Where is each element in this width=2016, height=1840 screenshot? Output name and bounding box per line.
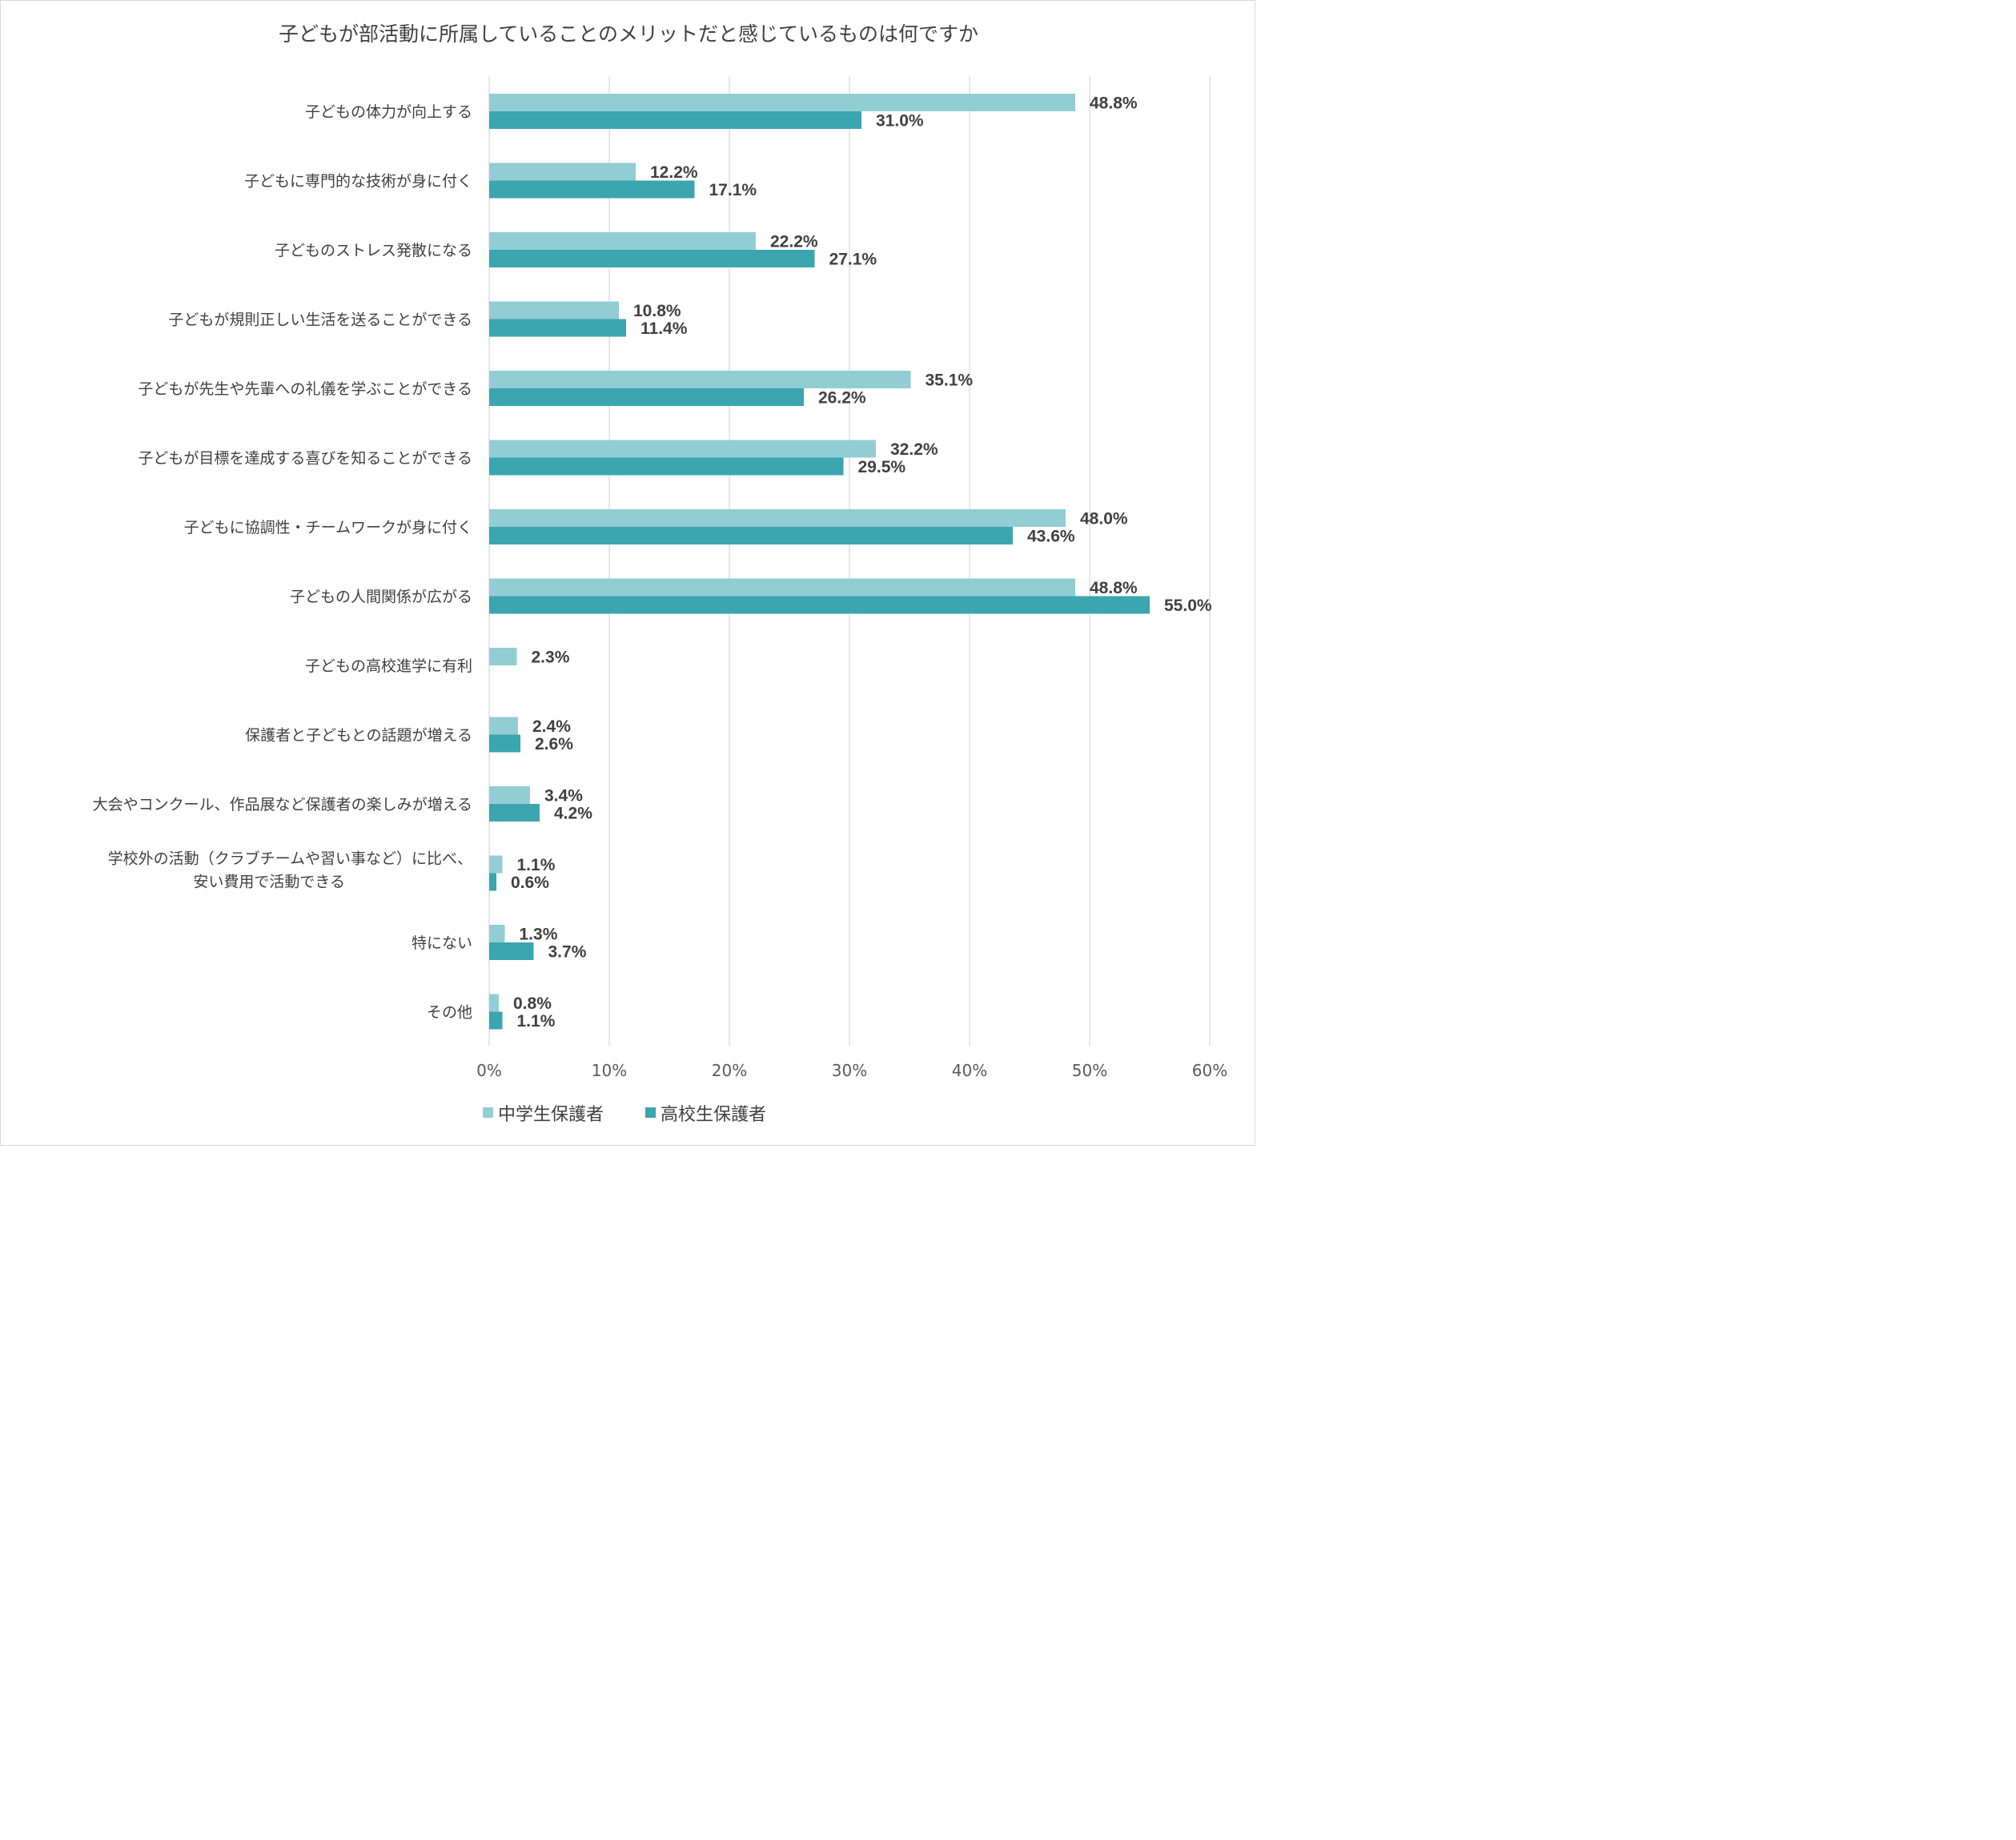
- bar-series1: [489, 371, 911, 388]
- bar-series2: [489, 734, 520, 753]
- category-label: 子どもが目標を達成する喜びを知ることができる: [138, 450, 472, 468]
- data-label-series1: 0.8%: [513, 994, 552, 1013]
- data-label-series1: 48.8%: [1090, 94, 1138, 113]
- category-label: 大会やコンクール、作品展など保護者の楽しみが増える: [93, 796, 472, 814]
- data-label-series2: 3.7%: [548, 943, 587, 962]
- data-label-series2: 17.1%: [709, 181, 757, 199]
- category-label: 子どもに協調性・チームワークが身に付く: [184, 519, 472, 536]
- x-tick-label: 60%: [1192, 1061, 1227, 1080]
- bar-series2: [489, 804, 540, 822]
- x-tick-label: 20%: [712, 1061, 747, 1080]
- legend-label-series2: 高校生保護者: [661, 1105, 766, 1125]
- data-label-series1: 48.0%: [1080, 510, 1128, 528]
- category-labels: 子どもの体力が向上する子どもに専門的な技術が身に付く子どものストレス発散になる子…: [93, 103, 472, 1022]
- legend-swatch-series1: [483, 1107, 493, 1118]
- data-label-series1: 2.4%: [532, 717, 571, 736]
- x-tick-label: 40%: [952, 1061, 987, 1080]
- bar-series2: [489, 457, 844, 476]
- x-tick-label: 10%: [592, 1061, 627, 1080]
- category-label: 子どもの人間関係が広がる: [290, 589, 472, 606]
- bar-series2: [489, 942, 534, 960]
- category-label: 子どもに専門的な技術が身に付く: [244, 173, 472, 191]
- legend-label-series1: 中学生保護者: [498, 1105, 604, 1125]
- data-label-series1: 2.3%: [532, 649, 570, 667]
- bar-series1: [489, 994, 499, 1012]
- data-label-series1: 48.8%: [1090, 579, 1138, 597]
- category-label: 学校外の活動（クラブチームや習い事など）に比べ、: [108, 850, 472, 868]
- category-label: 子どもの体力が向上する: [305, 103, 472, 121]
- x-tick-label: 50%: [1072, 1061, 1107, 1080]
- x-axis-ticks: 0% 10% 20% 30% 40% 50% 60%: [476, 1061, 1227, 1080]
- data-label-series2: 2.6%: [535, 735, 573, 753]
- chart-frame: 子どもが部活動に所属していることのメリットだと感じているものは何ですか 48.8…: [0, 0, 1255, 1146]
- bar-series1: [489, 648, 517, 665]
- bar-series1: [489, 855, 503, 874]
- data-label-series2: 0.6%: [511, 874, 549, 892]
- bar-series2: [489, 111, 861, 129]
- bar-series2: [489, 180, 695, 199]
- bar-series1: [489, 786, 530, 804]
- data-label-series1: 1.3%: [520, 926, 558, 944]
- bar-series1: [489, 94, 1075, 111]
- category-label: 特にない: [412, 934, 472, 952]
- gridlines: [488, 76, 1211, 1046]
- data-label-series1: 22.2%: [770, 233, 818, 251]
- bar-series2: [489, 319, 626, 337]
- category-label: 子どものストレス発散になる: [275, 242, 472, 259]
- category-label: その他: [427, 1004, 472, 1022]
- bar-series2: [489, 527, 1013, 544]
- bars: 48.8% 31.0% 12.2% 17.1% 22.2% 27.1% 10.8%11.4%…: [489, 94, 1212, 1030]
- bar-chart: 子どもが部活動に所属していることのメリットだと感じているものは何ですか 48.8…: [93, 22, 1228, 1125]
- data-label-series1: 32.2%: [890, 440, 938, 459]
- bar-series1: [489, 232, 756, 250]
- data-label-series2: 1.1%: [517, 1012, 556, 1030]
- category-label: 保護者と子どもとの話題が増える: [245, 727, 472, 745]
- bar-series1: [489, 509, 1066, 527]
- bar-series1: [489, 925, 505, 942]
- bar-series2: [489, 388, 804, 406]
- data-label-series2: 26.2%: [818, 389, 866, 408]
- data-label-series1: 35.1%: [926, 372, 974, 390]
- bar-series1: [489, 163, 636, 181]
- bar-series1: [489, 301, 619, 319]
- bar-series1: [489, 440, 876, 458]
- bar-series2: [489, 1011, 503, 1030]
- data-label-series2: 27.1%: [829, 251, 877, 269]
- bar-series2: [489, 873, 496, 891]
- category-label-line2: 安い費用で活動できる: [193, 874, 345, 891]
- category-label: 子どもの高校進学に有利: [305, 657, 472, 675]
- data-label-series2: 55.0%: [1164, 597, 1212, 615]
- data-label-series1: 10.8%: [633, 302, 681, 320]
- bar-series2: [489, 250, 815, 267]
- data-label-series1: 12.2%: [650, 163, 698, 182]
- chart-title: 子どもが部活動に所属していることのメリットだと感じているものは何ですか: [279, 22, 978, 46]
- category-label: 子どもが先生や先輩への礼儀を学ぶことができる: [138, 380, 472, 398]
- data-label-series2: 31.0%: [876, 112, 924, 131]
- legend: 中学生保護者 高校生保護者: [483, 1105, 766, 1125]
- data-label-series2: 11.4%: [641, 319, 688, 338]
- x-tick-label: 0%: [476, 1061, 502, 1080]
- bar-series1: [489, 717, 518, 735]
- data-label-series1: 3.4%: [544, 787, 583, 806]
- data-label-series2: 43.6%: [1027, 528, 1075, 546]
- bar-series2: [489, 596, 1150, 614]
- legend-swatch-series2: [645, 1107, 656, 1118]
- category-label: 子どもが規則正しい生活を送ることができる: [168, 311, 472, 329]
- x-tick-label: 30%: [832, 1061, 867, 1080]
- bar-series1: [489, 578, 1075, 597]
- data-label-series2: 29.5%: [858, 458, 906, 476]
- data-label-series2: 4.2%: [554, 805, 592, 823]
- data-label-series1: 1.1%: [517, 856, 556, 874]
